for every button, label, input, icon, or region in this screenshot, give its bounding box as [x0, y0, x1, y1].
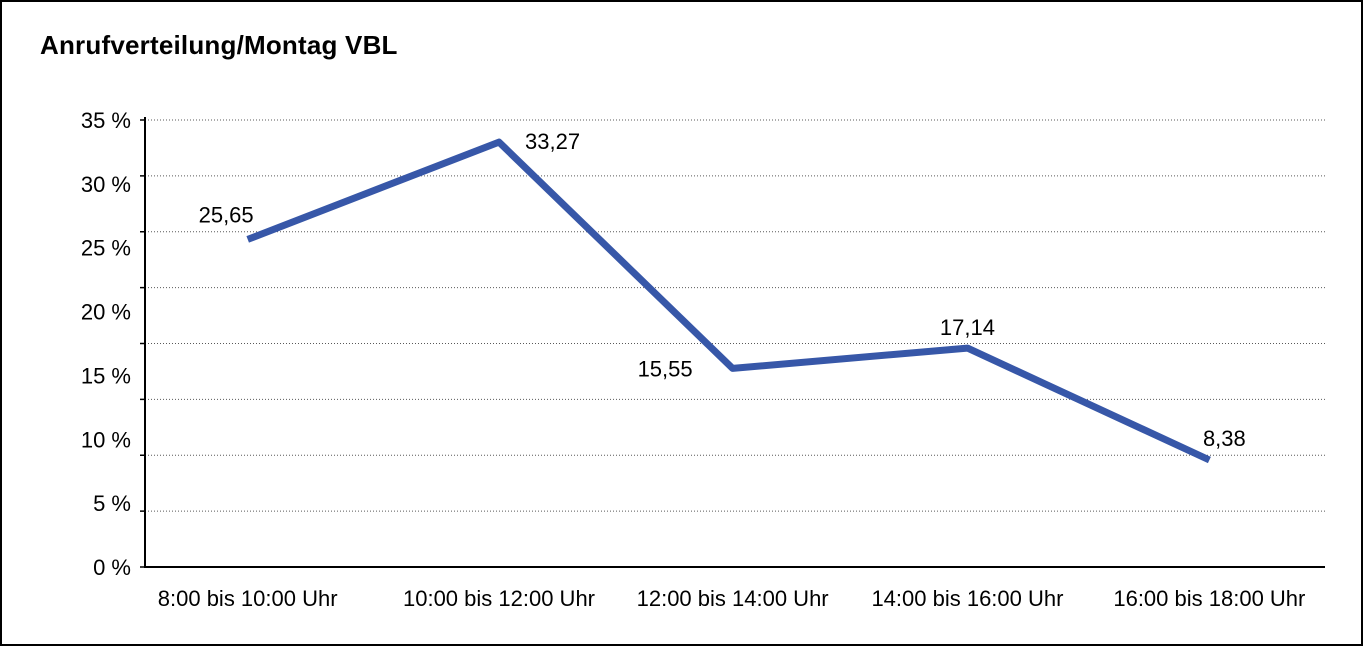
- y-tick-label: 5 %: [93, 491, 131, 516]
- data-line: [246, 138, 1211, 464]
- x-category-label: 16:00 bis 18:00 Uhr: [1113, 586, 1305, 611]
- x-category-label: 14:00 bis 16:00 Uhr: [871, 586, 1063, 611]
- y-tick-label: 10 %: [81, 427, 131, 452]
- point-label: 8,38: [1203, 426, 1246, 451]
- point-label: 17,14: [940, 315, 995, 340]
- y-tick-label: 35 %: [81, 108, 131, 133]
- y-tick-label: 25 %: [81, 236, 131, 261]
- y-tick-label: 15 %: [81, 363, 131, 388]
- x-category-label: 8:00 bis 10:00 Uhr: [158, 586, 338, 611]
- y-tick-label: 0 %: [93, 555, 131, 580]
- chart-title: Anrufverteilung/Montag VBL: [40, 30, 398, 60]
- y-tick-label: 30 %: [81, 172, 131, 197]
- point-label: 33,27: [525, 129, 580, 154]
- x-category-label: 12:00 bis 14:00 Uhr: [637, 586, 829, 611]
- point-label: 15,55: [638, 356, 693, 381]
- x-category-label: 10:00 bis 12:00 Uhr: [403, 586, 595, 611]
- y-tick-label: 20 %: [81, 300, 131, 325]
- point-label: 25,65: [199, 202, 254, 227]
